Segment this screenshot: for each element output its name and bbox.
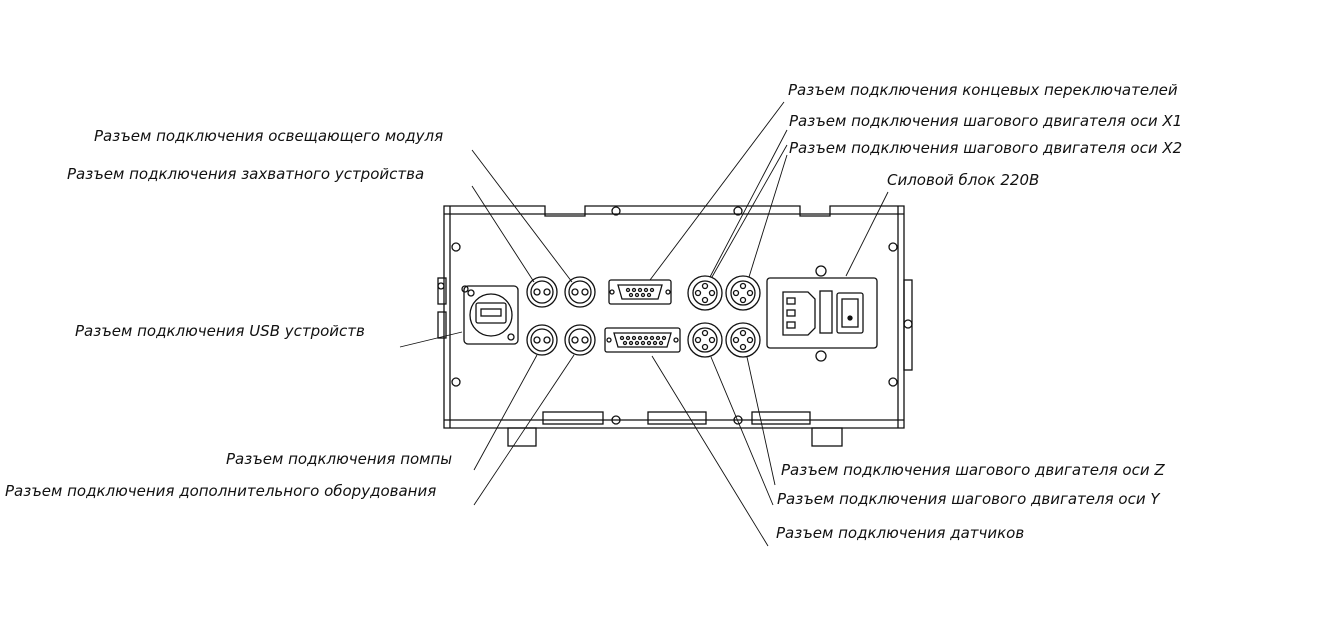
label-usb-devices: Разъем подключения USB устройств [75, 322, 365, 340]
dsub-sensors-connector [604, 327, 681, 353]
label-power-block: Силовой блок 220В [887, 171, 1040, 189]
label-stepper-x2: Разъем подключения шагового двигателя ос… [789, 139, 1183, 157]
round-connector-lighting [564, 276, 596, 308]
label-extra-equipment: Разъем подключения дополнительного обору… [5, 482, 437, 500]
label-limit-switches: Разъем подключения концевых переключател… [788, 81, 1178, 99]
label-stepper-y: Разъем подключения шагового двигателя ос… [777, 490, 1160, 508]
label-sensors: Разъем подключения датчиков [776, 524, 1025, 542]
label-gripper: Разъем подключения захватного устройства [67, 165, 425, 183]
usb-connector [463, 285, 519, 345]
stepper-connector-y [687, 322, 723, 358]
label-pump: Разъем подключения помпы [226, 450, 453, 468]
power-block [766, 265, 878, 362]
dsub-limit-switches-connector [608, 279, 672, 305]
label-lighting-module: Разъем подключения освещающего модуля [94, 127, 444, 145]
round-connector-extra-equipment [564, 324, 596, 356]
panel-screws [451, 206, 898, 425]
round-connector-pump [526, 324, 558, 356]
label-stepper-z: Разъем подключения шагового двигателя ос… [781, 461, 1165, 479]
stepper-connector-x2 [725, 275, 761, 311]
leader-lines [399, 101, 889, 547]
label-stepper-x1: Разъем подключения шагового двигателя ос… [789, 112, 1183, 130]
stepper-connector-x1 [687, 275, 723, 311]
stepper-connector-z [725, 322, 761, 358]
round-connector-gripper [526, 276, 558, 308]
